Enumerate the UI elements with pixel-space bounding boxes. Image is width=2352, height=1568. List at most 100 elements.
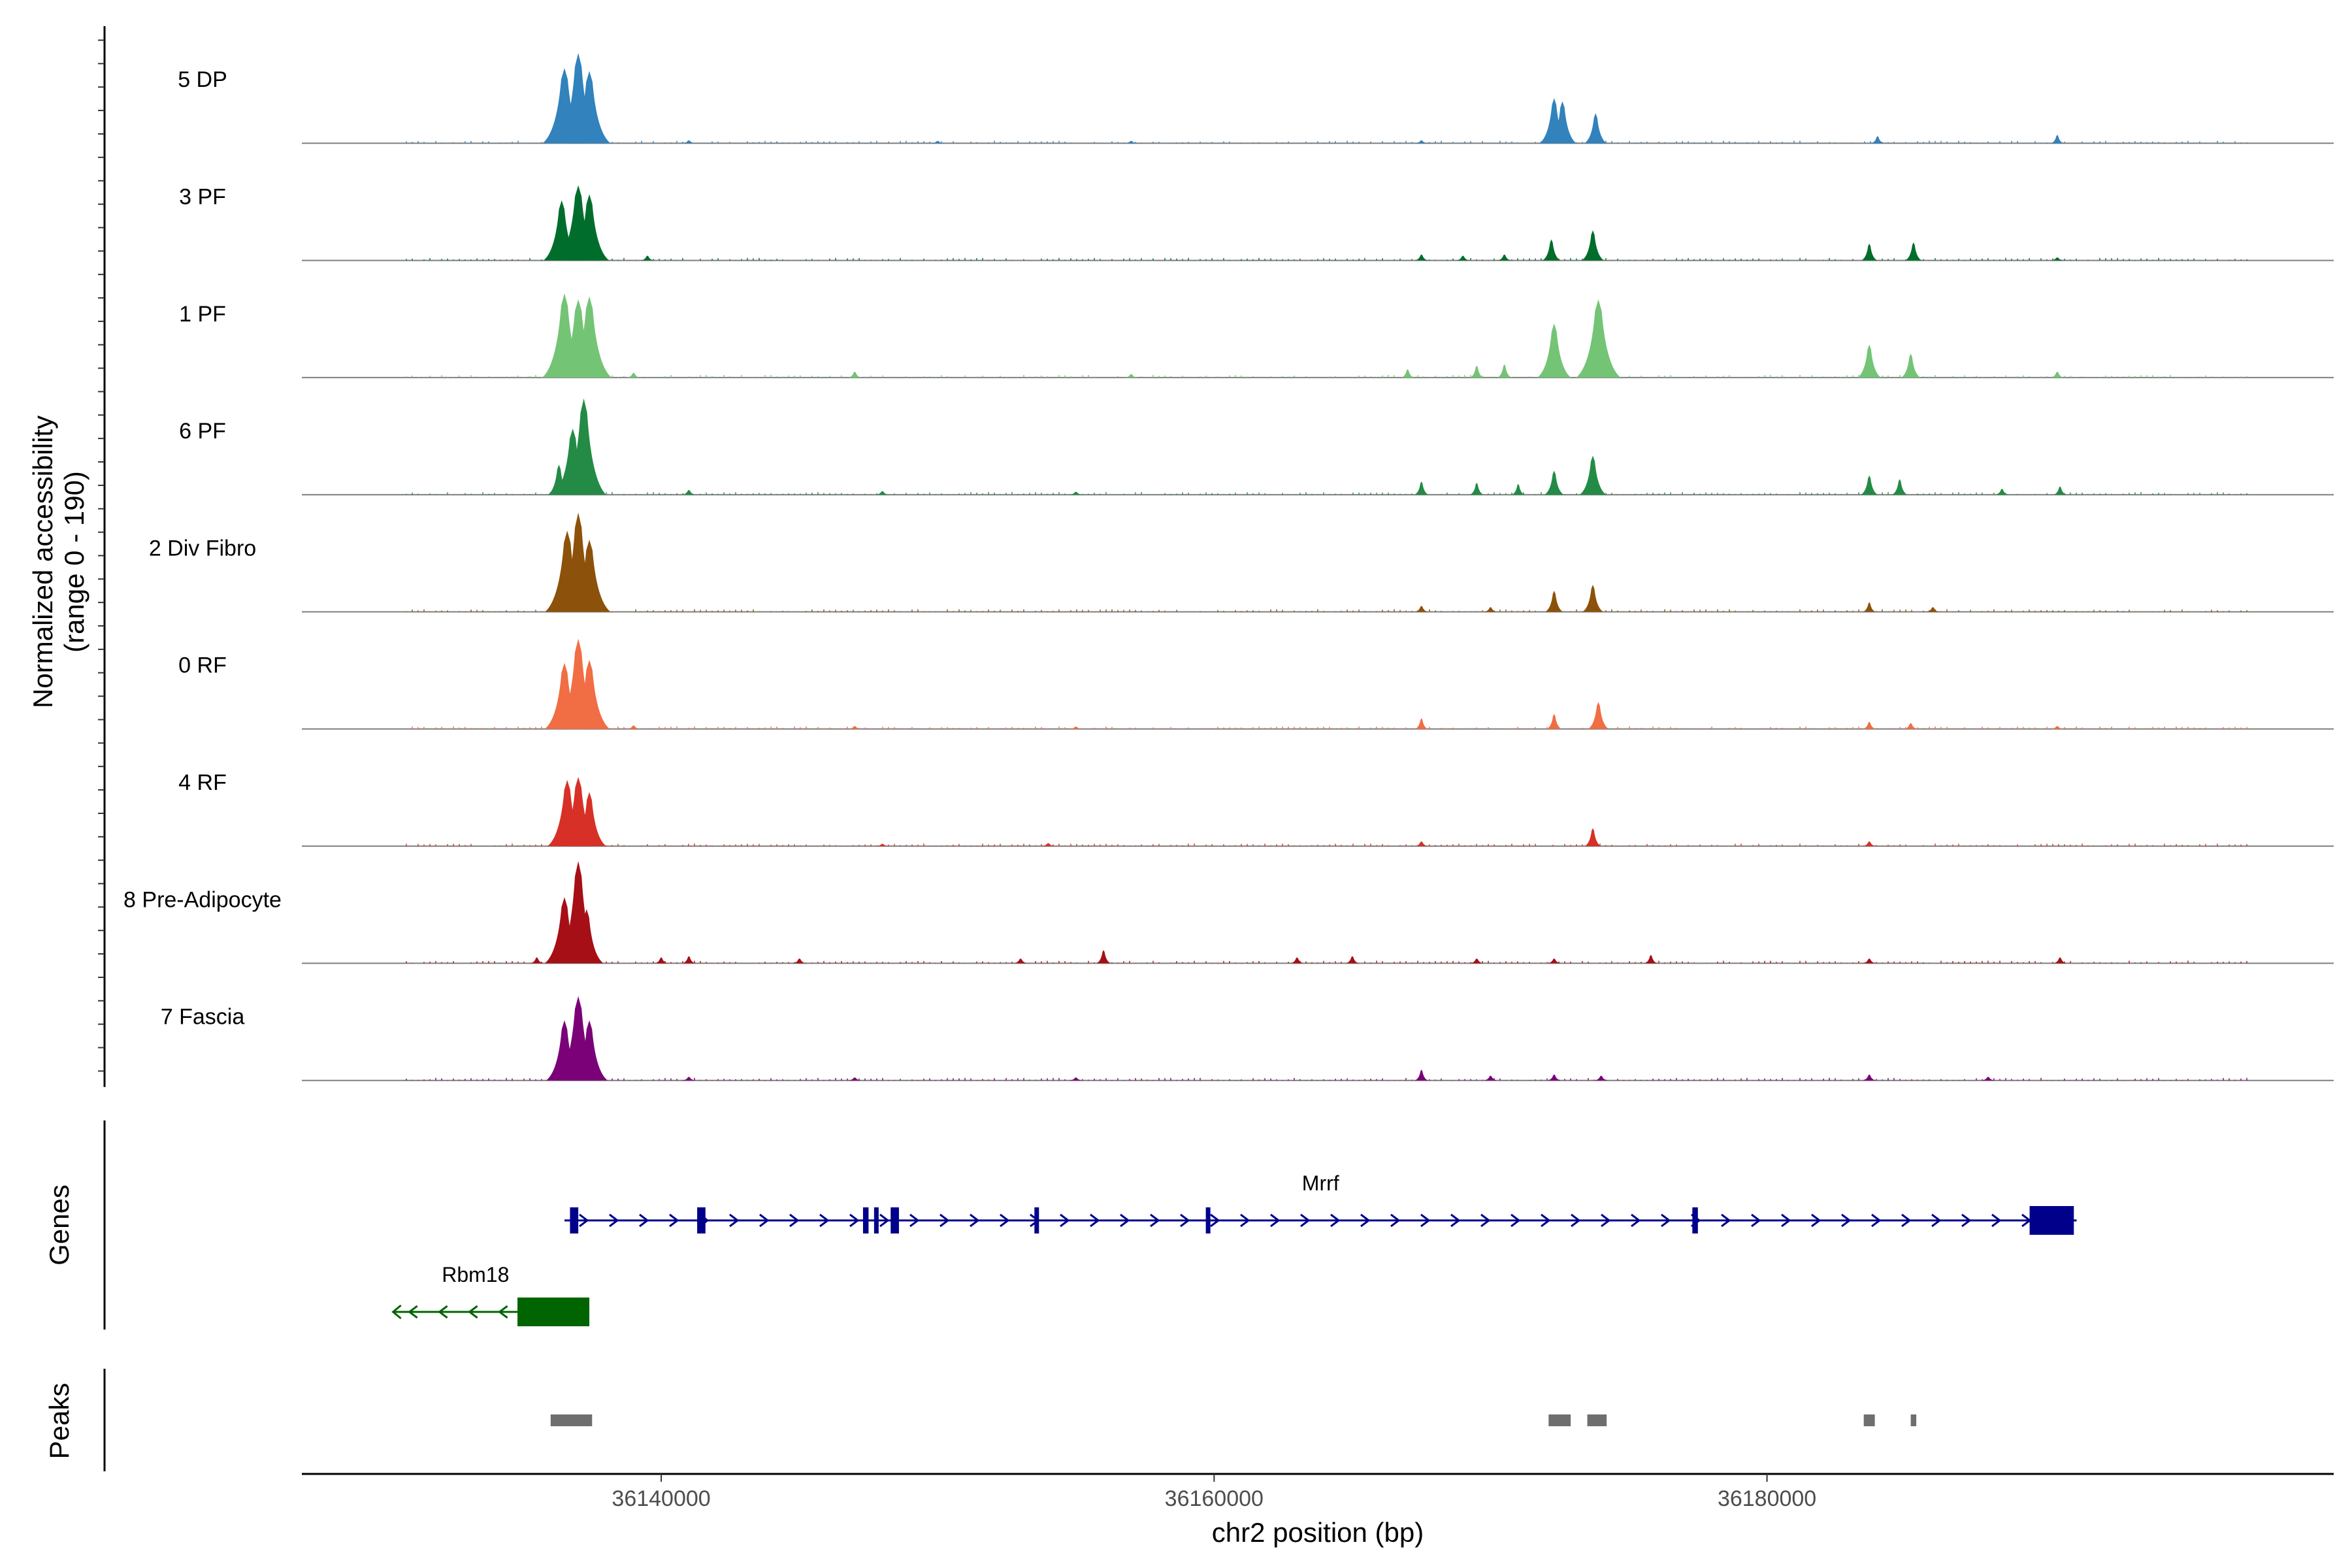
coverage-peak [875,843,889,847]
coverage-peak [1861,243,1878,261]
coverage-peak [1546,713,1562,729]
strand-arrow [579,1213,589,1228]
coverage-peak [1547,958,1561,964]
coverage-peak [569,194,610,261]
strand-arrow [939,1213,950,1228]
peak-region [550,1414,593,1426]
strand-arrow [789,1213,800,1228]
strand-arrow [1210,1213,1220,1228]
coverage-peak [1124,140,1138,144]
peaks-panel-title: Peaks [44,1383,74,1460]
coverage-peak [1537,323,1571,378]
strand-arrow [1360,1213,1371,1228]
coverage-peak [1069,491,1083,495]
x-tick-label: 36140000 [612,1486,710,1511]
strand-arrow [1090,1213,1100,1228]
exon [2029,1206,2074,1235]
coverage-peak [568,71,611,144]
strand-arrow [1330,1213,1341,1228]
strand-arrow [1300,1213,1311,1228]
coverage-peak [530,957,544,964]
strand-arrow [970,1213,980,1228]
strand-arrow [1420,1213,1431,1228]
strand-arrow [1150,1213,1160,1228]
coverage-peak [1470,958,1484,964]
peak-region [1863,1414,1875,1426]
strand-arrow [438,1305,448,1319]
coverage-peak [1414,841,1428,847]
coverage-peak [1414,140,1428,144]
coverage-peak [1414,606,1428,612]
coverage-peak [1857,344,1882,378]
track-0-rf [302,638,2334,730]
coverage-peak [1544,470,1564,495]
coverage-peak [1863,721,1876,729]
strand-arrow [759,1213,770,1228]
strand-arrow [1240,1213,1250,1228]
coverage-background [406,960,2247,964]
exon [1205,1207,1211,1233]
strand-arrow [1991,1213,2002,1228]
coverage-peak [1863,602,1876,612]
coverage-peak [1594,1075,1608,1081]
genes-panel-title: Genes [44,1184,74,1266]
strand-arrow [1390,1213,1401,1228]
coverage-peak [2050,726,2064,729]
track-2-div-fibro [302,512,2334,613]
coverage-peak [1905,242,1922,261]
strand-arrow [1661,1213,1671,1228]
coverage-background [406,257,2247,261]
coverage-peak [567,296,612,378]
coverage-peak [848,371,862,378]
coverage-peak [627,725,640,729]
coverage-peak [1069,727,1083,729]
strand-arrow [1871,1213,1882,1228]
coverage-background [406,374,2247,378]
coverage-peak [1548,101,1576,144]
exon [697,1207,706,1233]
strand-arrow [1811,1213,1821,1228]
coverage-peak [1414,481,1429,495]
gene-mrrf: Mrrf [564,1171,2077,1235]
coverage-peak [1982,1077,1995,1081]
track-label: 2 Div Fibro [149,536,256,561]
gene-label: Mrrf [1302,1171,1339,1195]
coverage-peak [1345,956,1359,964]
strand-arrow [1721,1213,1731,1228]
strand-arrow [1781,1213,1791,1228]
track-label: 4 RF [178,770,227,795]
track-label: 7 Fascia [161,1005,245,1030]
coverage-tracks [302,53,2334,1081]
coverage-peak [1576,299,1621,378]
strand-arrow [729,1213,740,1228]
coverage-peak [1584,113,1607,144]
strand-arrow [1060,1213,1070,1228]
coverage-peak [1863,958,1876,964]
gene-rbm18: Rbm18 [391,1263,590,1326]
coverage-peak [1124,374,1138,378]
coverage-peak [1863,1074,1876,1081]
peak-region [1548,1414,1571,1426]
coverage-peak [2050,257,2064,261]
coverage-peak [1497,254,1511,261]
coverage-background [406,843,2247,847]
coverage-peak [1582,585,1603,612]
coverage-peak [2053,486,2067,495]
coverage-peak [875,491,889,495]
x-axis-ticks: 36140000 36160000 36180000 [612,1474,1816,1511]
exon [517,1298,590,1326]
coverage-peak [1891,479,1908,495]
strand-arrow [1841,1213,1852,1228]
coverage-background [406,492,2247,495]
exon [890,1207,899,1233]
peak-region [1910,1414,1917,1426]
strand-arrow [1000,1213,1010,1228]
exon [874,1207,879,1233]
coverage-peak [1414,1070,1428,1081]
coverage-peak [1582,230,1605,261]
coverage-background [406,609,2247,612]
coverage-peak [570,909,604,964]
y-axis [98,26,106,1087]
strand-arrow [669,1213,679,1228]
